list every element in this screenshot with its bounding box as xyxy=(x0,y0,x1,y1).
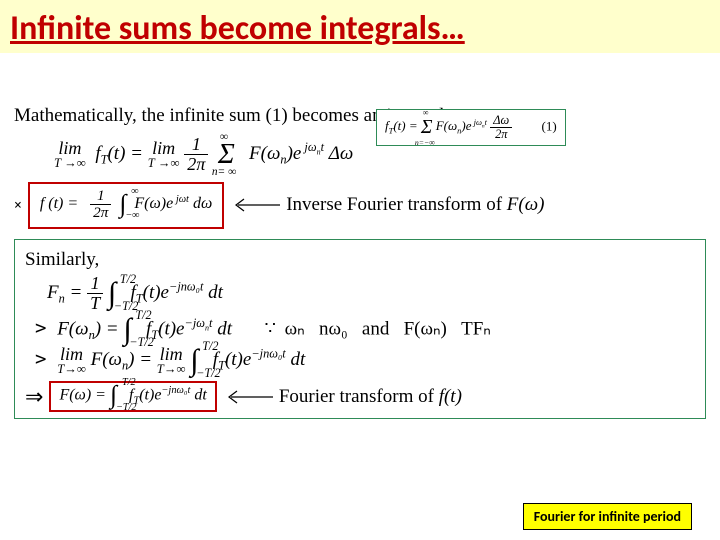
implies-icon: ⇒ xyxy=(25,384,43,410)
footer-tag: Fourier for infinite period xyxy=(523,503,692,530)
title-bar: Infinite sums become integrals… xyxy=(0,0,720,53)
intro-text: Mathematically, the infinite sum (1) bec… xyxy=(14,105,706,127)
fourier-transform-row: ⇒ F(ω) = ∫T/2−T/2 fT(t)e−jnω₀t dt Fourie… xyxy=(25,381,695,413)
because-2: F(ωₙ) TFₙ xyxy=(404,318,491,339)
inverse-fourier-label: Inverse Fourier transform of F(ω) xyxy=(286,194,544,216)
equation-1-number: (1) xyxy=(542,118,557,133)
arrow-left-icon xyxy=(230,195,280,215)
bullet-icon: × xyxy=(14,198,22,213)
equation-1: fT(t) = Σ∞n=−∞ F(ωn)e jωnt Δω2π xyxy=(385,118,516,133)
content-area: fT(t) = Σ∞n=−∞ F(ωn)e jωnt Δω2π (1) Math… xyxy=(0,105,720,419)
equation-1-box: fT(t) = Σ∞n=−∞ F(ωn)e jωnt Δω2π (1) xyxy=(376,109,566,146)
fourier-transform-box: F(ω) = ∫T/2−T/2 fT(t)e−jnω₀t dt xyxy=(49,381,216,413)
inverse-fourier-box: f (t) = 12π ∫∞−∞ F(ω)e jωt dω xyxy=(28,182,224,229)
page-title: Infinite sums become integrals… xyxy=(10,8,465,49)
fn-coef-equation: Fn = 1T ∫T/2−T/2 fT(t)e−jnω₀t dt xyxy=(47,274,695,313)
limit-f-omega-equation: > limT→∞ F(ωn) = limT→∞ ∫T/2−T/2 fT(t)e−… xyxy=(35,346,695,375)
similarly-box: Similarly, Fn = 1T ∫T/2−T/2 fT(t)e−jnω₀t… xyxy=(14,239,706,420)
inverse-fourier-row: × f (t) = 12π ∫∞−∞ F(ω)e jωt dω Inverse … xyxy=(14,182,706,229)
because-1: ωₙ nω₀ xyxy=(285,318,348,339)
f-omega-n-equation: > F(ωn) = ∫T/2−T/2 fT(t)e−jωnt dt ∵ ωₙ n… xyxy=(35,316,695,343)
arrow-left-icon xyxy=(223,387,273,407)
similarly-label: Similarly, xyxy=(25,249,695,271)
fourier-transform-label: Fourier transform of f(t) xyxy=(279,386,462,408)
